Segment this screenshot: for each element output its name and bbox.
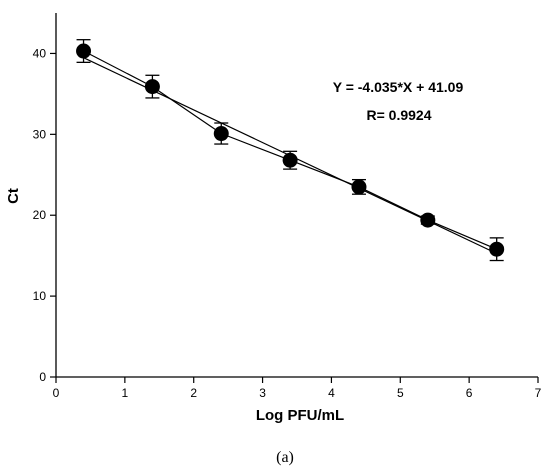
series xyxy=(76,39,505,262)
y-axis-title: Ct xyxy=(5,188,22,204)
x-tick-label: 0 xyxy=(53,386,60,400)
equation-annotation: Y = -4.035*X + 41.09 xyxy=(333,79,464,95)
figure-caption: (a) xyxy=(276,449,294,466)
axes xyxy=(55,13,538,378)
x-axis-title: Log PFU/mL xyxy=(256,407,344,424)
data-point xyxy=(489,241,505,257)
y-tick-label: 10 xyxy=(33,289,47,303)
x-tick-label: 7 xyxy=(535,386,542,400)
data-point xyxy=(420,212,436,228)
data-point xyxy=(213,126,229,142)
x-tick-label: 5 xyxy=(397,386,404,400)
ticks: 0 1 2 3 4 5 6 7 0 10 20 30 40 xyxy=(33,46,542,400)
y-tick-label: 20 xyxy=(33,208,47,222)
data-point xyxy=(351,179,367,195)
data-point xyxy=(144,79,160,95)
y-tick-label: 30 xyxy=(33,127,47,141)
r-value-annotation: R= 0.9924 xyxy=(367,107,432,123)
x-tick-label: 3 xyxy=(259,386,266,400)
x-tick-label: 2 xyxy=(190,386,197,400)
x-tick-label: 6 xyxy=(466,386,473,400)
y-tick-label: 40 xyxy=(33,46,47,60)
y-tick-label: 0 xyxy=(39,370,46,384)
data-point xyxy=(76,43,92,59)
x-tick-label: 4 xyxy=(328,386,335,400)
data-point xyxy=(282,152,298,168)
x-tick-label: 1 xyxy=(122,386,129,400)
